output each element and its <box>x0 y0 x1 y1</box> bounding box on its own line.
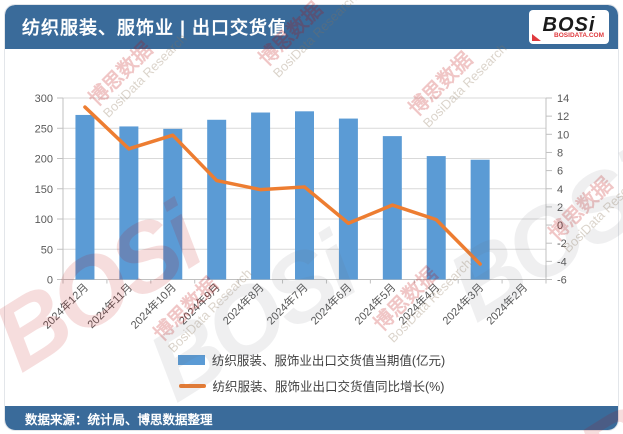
svg-text:200: 200 <box>35 154 53 166</box>
svg-text:100: 100 <box>35 214 53 226</box>
svg-text:0: 0 <box>557 220 563 232</box>
footer-bar: 数据来源：统计局、博思数据整理 <box>5 406 618 430</box>
data-source-text: 数据来源：统计局、博思数据整理 <box>25 412 213 427</box>
svg-text:2024年12月: 2024年12月 <box>40 280 91 331</box>
legend-item-line: 纺织服装、服饰业出口交货值同比增长(%) <box>178 376 445 395</box>
legend-bar-swatch <box>177 354 205 365</box>
legend-line-swatch <box>178 383 206 388</box>
legend-item-bar: 纺织服装、服饰业出口交货值当期值(亿元) <box>177 350 446 369</box>
svg-text:2024年4月: 2024年4月 <box>395 280 442 327</box>
svg-text:150: 150 <box>35 184 53 196</box>
svg-text:-2: -2 <box>557 238 567 250</box>
chart-legend: 纺织服装、服饰业出口交货值当期值(亿元) 纺织服装、服饰业出口交货值同比增长(%… <box>5 350 618 395</box>
chart-card: 纺织服装、服饰业 | 出口交货值 BOSi BOSIDATA.COM 0 50 10… <box>4 4 619 431</box>
svg-text:2024年8月: 2024年8月 <box>220 280 267 327</box>
svg-text:2024年9月: 2024年9月 <box>176 280 223 327</box>
legend-line-label: 纺织服装、服饰业出口交货值同比增长(%) <box>212 380 445 394</box>
svg-text:2: 2 <box>557 202 563 214</box>
svg-text:0: 0 <box>47 275 53 287</box>
legend-bar-label: 纺织服装、服饰业出口交货值当期值(亿元) <box>211 354 446 368</box>
svg-text:10: 10 <box>557 129 569 141</box>
bosi-logo: BOSi BOSIDATA.COM <box>529 10 609 44</box>
svg-text:-6: -6 <box>557 275 567 287</box>
svg-text:-4: -4 <box>557 256 567 268</box>
chart-plot-area: 0 50 100 150 200 250 300 -6 -4 -2 0 2 4 6 8 10 12 14 2024年… <box>5 49 618 349</box>
svg-text:2024年3月: 2024年3月 <box>439 280 486 327</box>
svg-text:2024年6月: 2024年6月 <box>307 280 354 327</box>
svg-text:300: 300 <box>35 93 53 105</box>
logo-domain: BOSIDATA.COM <box>554 31 604 39</box>
svg-text:4: 4 <box>557 184 563 196</box>
svg-text:2024年2月: 2024年2月 <box>483 280 530 327</box>
combo-chart: 0 50 100 150 200 250 300 -6 -4 -2 0 2 4 6 8 10 12 14 2024年… <box>35 93 570 332</box>
svg-text:2024年11月: 2024年11月 <box>84 280 135 331</box>
svg-text:2024年7月: 2024年7月 <box>264 280 311 327</box>
logo-text: BOSi <box>542 13 596 36</box>
svg-text:14: 14 <box>557 93 569 105</box>
svg-text:2024年5月: 2024年5月 <box>351 280 398 327</box>
svg-text:8: 8 <box>557 147 563 159</box>
logo-triangle-icon <box>532 34 541 41</box>
page-title: 纺织服装、服饰业 | 出口交货值 <box>22 18 288 38</box>
svg-text:2024年10月: 2024年10月 <box>127 280 178 331</box>
header-bar: 纺织服装、服饰业 | 出口交货值 BOSi BOSIDATA.COM <box>5 5 618 49</box>
svg-text:12: 12 <box>557 111 569 123</box>
svg-text:250: 250 <box>35 123 53 135</box>
svg-text:6: 6 <box>557 166 563 178</box>
svg-text:50: 50 <box>41 244 53 256</box>
